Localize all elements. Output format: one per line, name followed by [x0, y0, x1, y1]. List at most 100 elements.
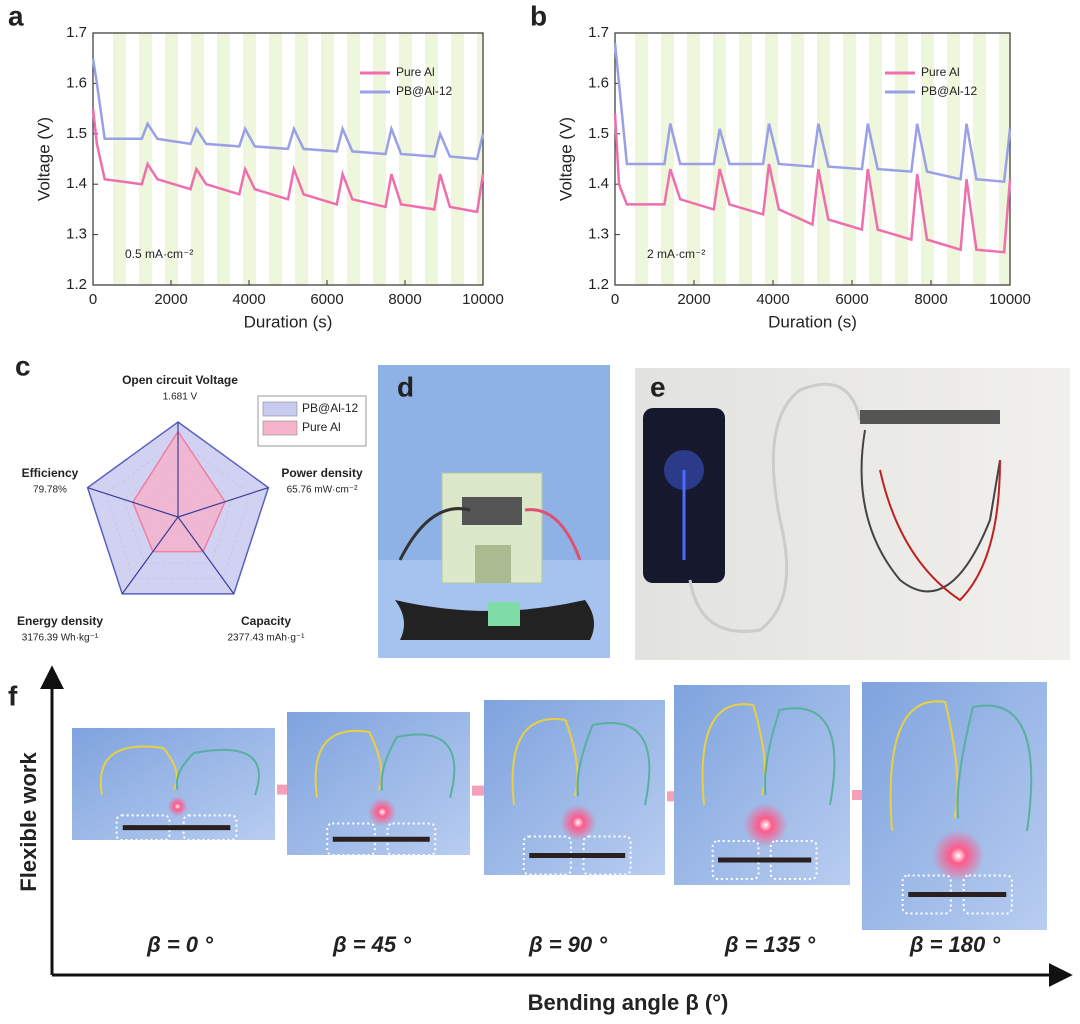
radar-axis-label: Capacity [241, 614, 291, 628]
band [269, 33, 282, 285]
legend-label: PB@Al-12 [921, 84, 978, 98]
step-label: β = 0 ° [146, 932, 213, 957]
radar-axis-value: 79.78% [33, 485, 67, 496]
legend-label: Pure Al [302, 420, 341, 434]
dotted-box [901, 874, 952, 915]
panel-label: d [397, 371, 414, 402]
x-tick-label: 4000 [756, 291, 789, 308]
x-tick-label: 8000 [388, 291, 421, 308]
x-tick-label: 2000 [677, 291, 710, 308]
x-tick-label: 10000 [462, 291, 504, 308]
plot-frame [92, 32, 484, 286]
y-tick-label: 1.3 [66, 226, 87, 243]
band [999, 33, 1010, 285]
wire [576, 721, 651, 806]
x-axis-label: Duration (s) [244, 312, 333, 331]
band [713, 33, 726, 285]
dotted-box [115, 814, 171, 841]
radar-axis-label: Energy density [17, 614, 103, 628]
x-tick-label: 6000 [835, 291, 868, 308]
led-glow [167, 796, 188, 817]
series-line [91, 108, 485, 214]
band [321, 33, 334, 285]
band [243, 33, 256, 285]
x-tick-label: 6000 [310, 291, 343, 308]
photo-d [378, 365, 610, 658]
y-tick-label: 1.5 [588, 125, 609, 142]
band [739, 33, 752, 285]
panel-label: b [530, 0, 547, 31]
x-tick-label: 0 [611, 291, 619, 308]
radar-axis-value: 3176.39 Wh·kg⁻¹ [22, 633, 99, 644]
step-label: β = 45 ° [332, 932, 411, 957]
radar-spoke [177, 516, 235, 595]
wire [175, 748, 260, 796]
led-glow [932, 829, 985, 882]
band [217, 33, 230, 285]
series-line [613, 42, 1012, 184]
y-tick-label: 1.6 [66, 74, 87, 91]
dotted-box [711, 840, 760, 880]
panel-f-photos [72, 682, 1047, 930]
y-tick-label: 1.2 [588, 276, 609, 293]
band [373, 33, 386, 285]
x-tick-label: 8000 [914, 291, 947, 308]
radar-axis-label: Efficiency [22, 466, 79, 480]
radar-axis-value: 2377.43 mAh·g⁻¹ [228, 633, 306, 644]
y-tick-label: 1.7 [588, 24, 609, 41]
band [817, 33, 830, 285]
x-tick-label: 10000 [989, 291, 1031, 308]
y-tick-label: 1.2 [66, 276, 87, 293]
step-label: β = 180 ° [909, 932, 1001, 957]
y-tick-label: 1.4 [66, 175, 87, 192]
f-x-label: Bending angle β (°) [528, 990, 729, 1015]
radar-area [131, 430, 226, 553]
legend-label: Pure Al [921, 65, 960, 79]
radar-axis-label: Open circuit Voltage [122, 373, 238, 387]
radar-spoke [87, 487, 179, 518]
band [451, 33, 464, 285]
band [113, 33, 126, 285]
step-label: β = 90 ° [528, 932, 607, 957]
band [295, 33, 308, 285]
series-line [613, 113, 1012, 254]
photo-e [635, 368, 1070, 660]
x-tick-label: 4000 [232, 291, 265, 308]
photo [484, 700, 665, 875]
band [765, 33, 778, 285]
legend-label: PB@Al-12 [302, 401, 359, 415]
radar-spoke [177, 487, 269, 518]
band [973, 33, 986, 285]
wire [763, 707, 836, 806]
band [843, 33, 856, 285]
panel-label: e [650, 371, 666, 402]
annotation: 0.5 mA·cm⁻² [125, 247, 193, 261]
band [791, 33, 804, 285]
y-axis-label: Voltage (V) [34, 117, 53, 201]
y-tick-label: 1.7 [66, 24, 87, 41]
band [895, 33, 908, 285]
led-glow [560, 804, 597, 841]
x-tick-label: 0 [89, 291, 97, 308]
wire [314, 729, 383, 798]
step-label: β = 135 ° [724, 932, 816, 957]
wire [956, 704, 1033, 831]
band [165, 33, 178, 285]
wire [380, 733, 456, 799]
band [347, 33, 360, 285]
y-axis-label: Voltage (V) [556, 117, 575, 201]
radar-axis-value: 65.76 mW·cm⁻² [287, 485, 359, 496]
band [477, 33, 483, 285]
legend-frame [257, 395, 367, 447]
plot-frame [614, 32, 1011, 286]
panel-label: a [8, 0, 24, 31]
band [139, 33, 152, 285]
radar-axis-label: Power density [281, 466, 363, 480]
panel-label: f [8, 680, 18, 711]
radar-axis-value: 1.681 V [163, 392, 198, 403]
panel-label: c [15, 350, 31, 381]
legend-label: PB@Al-12 [396, 84, 453, 98]
f-y-label: Flexible work [16, 752, 41, 892]
photo [862, 682, 1047, 930]
